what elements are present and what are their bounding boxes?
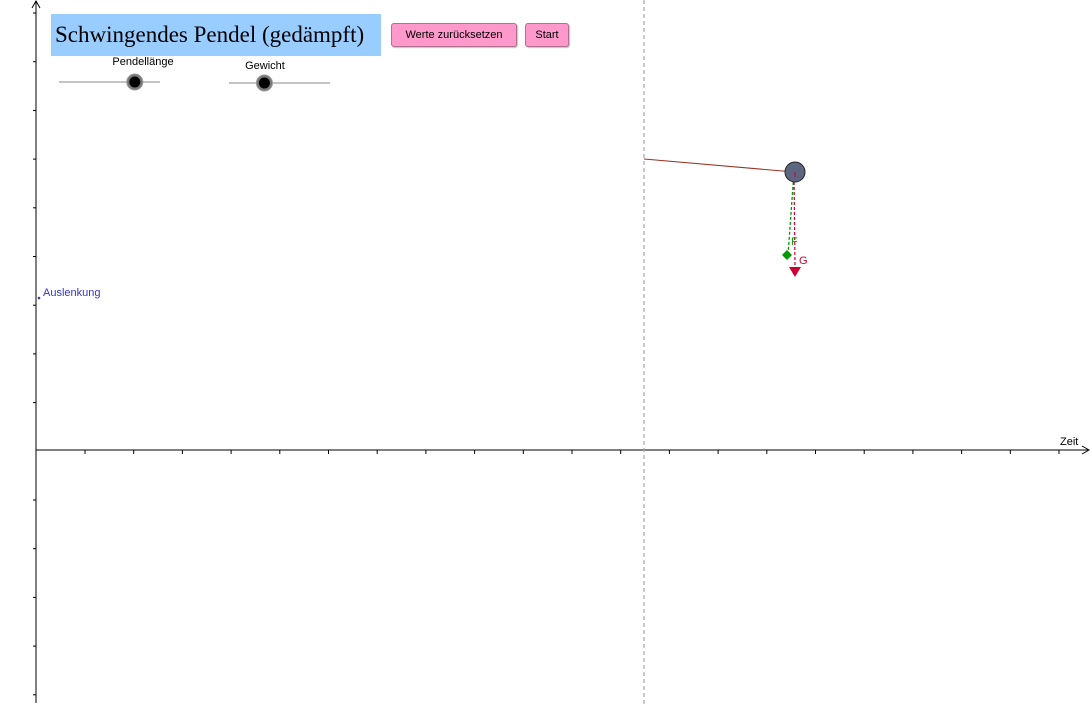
slider-label-weight: Gewicht bbox=[245, 60, 285, 72]
weight-arrowhead bbox=[789, 267, 801, 277]
x-axis-ticks bbox=[84, 450, 1060, 454]
y-axis-ticks bbox=[33, 12, 36, 696]
weight-label: G bbox=[799, 255, 808, 267]
reset-values-button[interactable]: Werte zurücksetzen bbox=[391, 23, 517, 47]
slider-knob-weight-center[interactable] bbox=[258, 77, 270, 89]
force-vector bbox=[787, 171, 795, 256]
force-point[interactable] bbox=[782, 250, 792, 260]
y-axis-label: Auslenkung bbox=[43, 287, 101, 299]
slider-pendulum-length[interactable] bbox=[59, 73, 160, 91]
weight-vector bbox=[793, 171, 796, 269]
pendulum-string bbox=[643, 158, 795, 173]
slider-weight[interactable] bbox=[229, 74, 330, 92]
coordinate-axes bbox=[31, 0, 1091, 703]
slider-knob-pendulum-length-center[interactable] bbox=[129, 76, 141, 88]
deflection-point[interactable] bbox=[37, 296, 41, 300]
page-title: Schwingendes Pendel (gedämpft) bbox=[51, 14, 381, 56]
x-axis-arrow bbox=[1081, 445, 1091, 455]
start-button[interactable]: Start bbox=[525, 23, 569, 47]
force-label: F bbox=[791, 236, 798, 248]
x-axis-label: Zeit bbox=[1060, 436, 1079, 448]
y-axis-arrow bbox=[31, 0, 41, 9]
slider-label-pendulum-length: Pendellänge bbox=[112, 56, 174, 68]
